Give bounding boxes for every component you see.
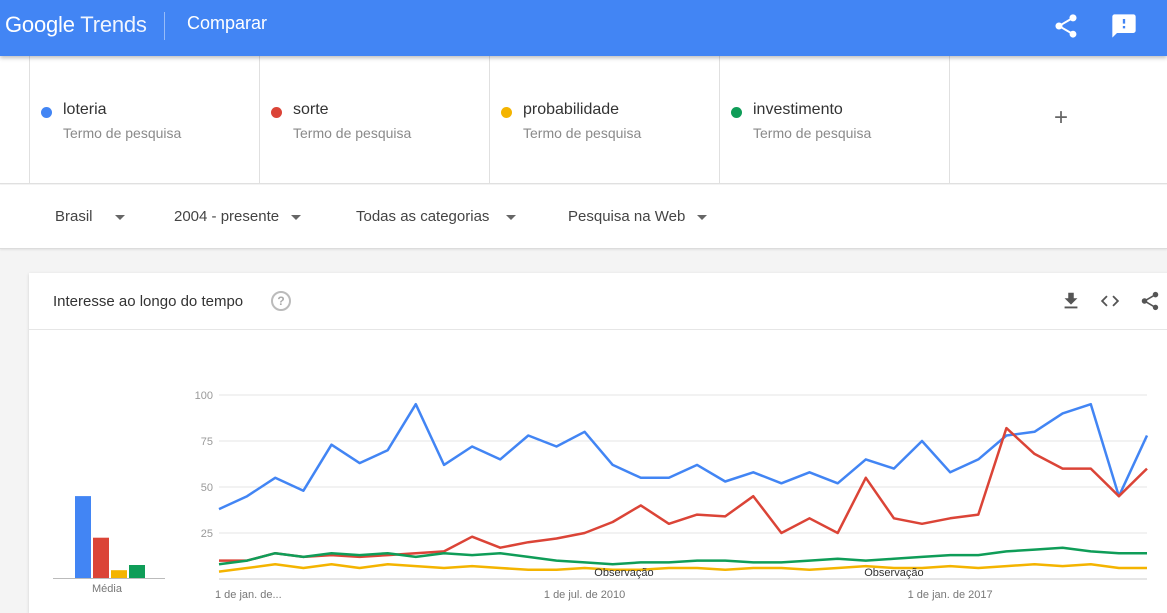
y-tick-label: 75 — [201, 436, 213, 448]
chevron-down-icon — [291, 214, 302, 220]
plus-icon: + — [1054, 104, 1069, 131]
period-value: 2004 - presente — [174, 208, 280, 225]
search-type-value: Pesquisa na Web — [568, 208, 686, 225]
annotation-label[interactable]: Observação — [594, 567, 653, 579]
average-bar-sorte[interactable] — [93, 537, 109, 578]
region-dropdown[interactable]: Brasil — [55, 208, 125, 225]
average-axis-line — [53, 578, 165, 579]
page-title: Comparar — [187, 13, 268, 33]
top-app-bar: Google Trends Comparar — [0, 0, 1167, 56]
term-name: loteria — [63, 101, 107, 118]
series-line-investimento[interactable] — [218, 546, 1147, 566]
interest-line-chart[interactable]: 25 50 75 100 Observação Observação 1 de jan. d… — [179, 373, 1167, 603]
series-line-sorte[interactable] — [219, 426, 1148, 562]
card-divider — [29, 329, 1167, 330]
logo-google-text: Google — [5, 12, 75, 37]
series-line-probabilidade[interactable] — [218, 563, 1147, 573]
term-type: Termo de pesquisa — [63, 125, 182, 141]
term-color-dot — [731, 107, 742, 118]
chevron-down-icon — [505, 214, 516, 220]
term-color-dot — [501, 107, 512, 118]
average-bar-probabilidade[interactable] — [111, 570, 127, 578]
average-bar-investimento[interactable] — [129, 565, 145, 578]
filters-bar: Brasil 2004 - presente Todas as categori… — [0, 185, 1167, 249]
term-type: Termo de pesquisa — [523, 125, 642, 141]
help-icon[interactable]: ? — [271, 291, 291, 311]
term-card-sorte[interactable]: sorte Termo de pesquisa — [259, 56, 489, 184]
google-trends-logo[interactable]: Google Trends — [5, 12, 147, 38]
term-type: Termo de pesquisa — [753, 125, 872, 141]
average-label: Média — [92, 583, 122, 595]
search-terms-row: loteria Termo de pesquisa sorte Termo de… — [0, 56, 1167, 184]
category-dropdown[interactable]: Todas as categorias — [356, 208, 516, 225]
x-tick-label: 1 de jan. de... — [215, 589, 282, 601]
logo-trends-text: Trends — [80, 12, 147, 37]
share-icon[interactable] — [1139, 290, 1161, 312]
category-value: Todas as categorias — [356, 208, 490, 225]
term-name: investimento — [753, 101, 843, 118]
average-bar-chart — [75, 496, 145, 578]
term-card-probabilidade[interactable]: probabilidade Termo de pesquisa — [489, 56, 719, 184]
term-card-investimento[interactable]: investimento Termo de pesquisa — [719, 56, 949, 184]
card-title: Interesse ao longo do tempo — [53, 293, 244, 310]
annotation-label[interactable]: Observação — [864, 567, 923, 579]
x-tick-label: 1 de jul. de 2010 — [544, 589, 625, 601]
embed-icon[interactable] — [1099, 290, 1121, 312]
period-dropdown[interactable]: 2004 - presente — [174, 208, 302, 225]
interest-over-time-card: Interesse ao longo do tempo ? Média 25 50… — [29, 273, 1167, 613]
feedback-icon[interactable] — [1110, 12, 1138, 40]
share-icon[interactable] — [1052, 12, 1080, 40]
y-tick-label: 25 — [201, 528, 213, 540]
chevron-down-icon — [697, 214, 708, 220]
search-type-dropdown[interactable]: Pesquisa na Web — [568, 208, 708, 225]
term-color-dot — [41, 107, 52, 118]
term-type: Termo de pesquisa — [293, 125, 412, 141]
region-value: Brasil — [55, 208, 93, 225]
download-icon[interactable] — [1060, 290, 1082, 312]
y-tick-label: 100 — [195, 390, 213, 402]
x-tick-label: 1 de jan. de 2017 — [908, 589, 993, 601]
term-name: sorte — [293, 101, 329, 118]
average-bar-loteria[interactable] — [75, 496, 91, 578]
chevron-down-icon — [114, 214, 125, 220]
header-divider — [164, 12, 165, 40]
term-card-loteria[interactable]: loteria Termo de pesquisa — [29, 56, 259, 184]
term-name: probabilidade — [523, 101, 620, 118]
series-line-loteria[interactable] — [218, 402, 1149, 511]
term-color-dot — [271, 107, 282, 118]
y-tick-label: 50 — [201, 482, 213, 494]
add-term-button[interactable]: + — [949, 56, 1167, 184]
